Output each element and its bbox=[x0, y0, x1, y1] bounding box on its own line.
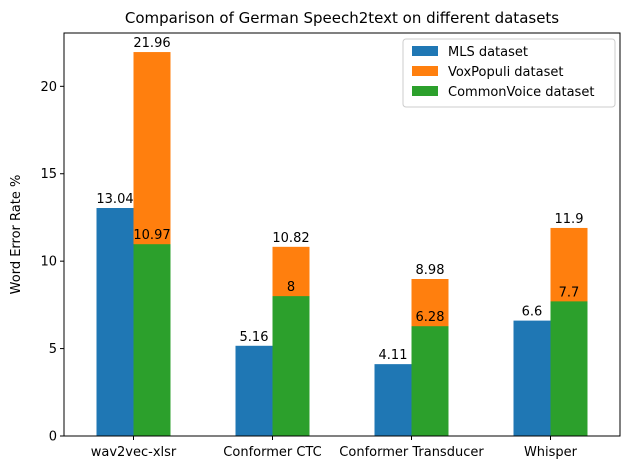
legend: MLS dataset VoxPopuli dataset CommonVoice … bbox=[402, 38, 616, 108]
bar-mls-2 bbox=[374, 364, 412, 436]
bar-commonvoice-1 bbox=[272, 296, 310, 436]
data-label-commonvoice-2: 6.28 bbox=[416, 310, 445, 325]
x-tick-label-2: Conformer Transducer bbox=[339, 445, 484, 460]
data-label-mls-1: 5.16 bbox=[240, 330, 269, 345]
y-tick-label-0: 0 bbox=[49, 430, 57, 445]
legend-label-2: CommonVoice dataset bbox=[448, 85, 594, 100]
data-label-mls-3: 6.6 bbox=[522, 305, 543, 320]
bar-commonvoice-3 bbox=[550, 301, 588, 436]
data-label-voxpopuli-3: 11.9 bbox=[555, 212, 584, 227]
legend-box bbox=[402, 38, 616, 108]
chart-title: Comparison of German Speech2text on diff… bbox=[125, 9, 559, 27]
x-tick-label-1: Conformer CTC bbox=[223, 445, 321, 460]
data-label-commonvoice-0: 10.97 bbox=[133, 228, 170, 243]
legend-swatch-2 bbox=[412, 86, 438, 96]
y-tick-label-4: 20 bbox=[40, 80, 57, 95]
y-tick-label-3: 15 bbox=[40, 167, 57, 182]
plot-area: 13.04 21.96 10.97 wav2vec-xlsr 5.16 10.82 8 Con… bbox=[40, 32, 621, 460]
data-label-voxpopuli-1: 10.82 bbox=[272, 231, 309, 246]
y-tick-label-2: 10 bbox=[40, 255, 57, 270]
legend-label-1: VoxPopuli dataset bbox=[448, 65, 563, 80]
bar-mls-3 bbox=[513, 320, 551, 436]
y-axis-label: Word Error Rate % bbox=[9, 175, 24, 295]
y-tick-label-1: 5 bbox=[49, 342, 57, 357]
data-label-voxpopuli-0: 21.96 bbox=[133, 36, 170, 51]
data-label-commonvoice-3: 7.7 bbox=[559, 285, 580, 300]
legend-swatch-1 bbox=[412, 66, 438, 76]
bar-commonvoice-2 bbox=[411, 326, 449, 436]
data-label-mls-2: 4.11 bbox=[379, 348, 408, 363]
legend-label-0: MLS dataset bbox=[448, 45, 528, 60]
x-tick-label-0: wav2vec-xlsr bbox=[91, 445, 177, 460]
data-label-voxpopuli-2: 8.98 bbox=[416, 263, 445, 278]
bar-commonvoice-0 bbox=[133, 244, 171, 436]
data-label-commonvoice-1: 8 bbox=[287, 280, 295, 295]
data-label-mls-0: 13.04 bbox=[96, 192, 133, 207]
bar-mls-0 bbox=[96, 208, 134, 436]
x-tick-label-3: Whisper bbox=[524, 445, 578, 460]
axes-frame bbox=[63, 32, 621, 437]
legend-swatch-0 bbox=[412, 46, 438, 56]
bar-mls-1 bbox=[235, 345, 273, 436]
